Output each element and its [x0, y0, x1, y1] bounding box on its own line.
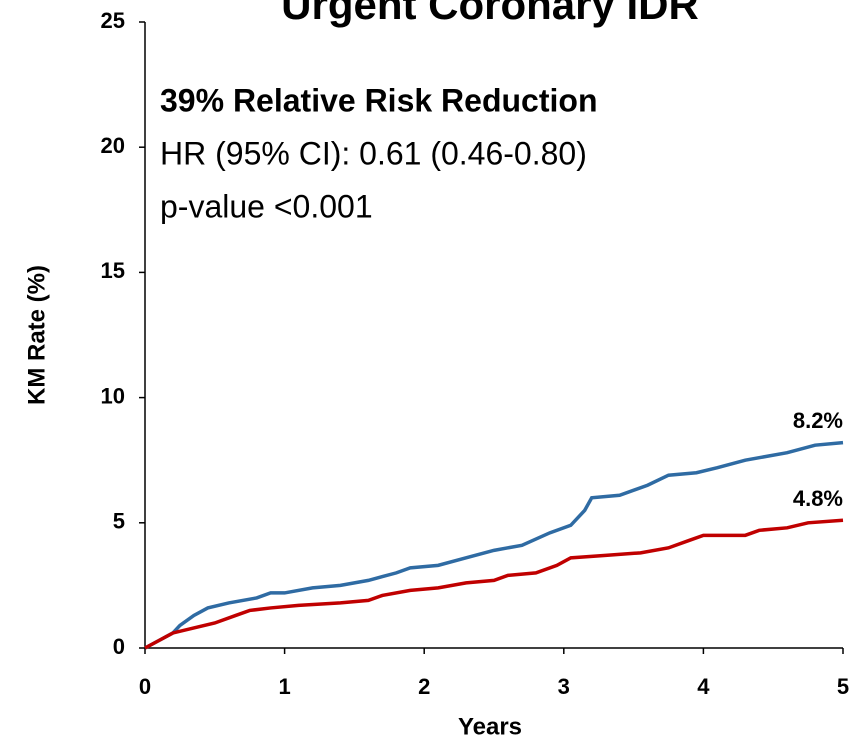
y-tick-label: 25 — [101, 8, 125, 33]
annotation: p-value <0.001 — [160, 188, 373, 224]
end-label: 4.8% — [793, 486, 843, 511]
km-curve — [144, 518, 844, 650]
y-tick-label: 5 — [113, 509, 125, 534]
x-tick-label: 3 — [558, 674, 570, 699]
x-tick-label: 4 — [697, 674, 710, 699]
annotation: 39% Relative Risk Reduction — [160, 82, 597, 118]
y-tick-label: 15 — [101, 258, 125, 283]
y-axis-label: KM Rate (%) — [23, 265, 50, 405]
x-tick-label: 0 — [139, 674, 151, 699]
x-tick-label: 2 — [418, 674, 430, 699]
x-tick-label: 1 — [278, 674, 290, 699]
chart-title: Urgent Coronary IDR — [281, 0, 699, 28]
annotation: HR (95% CI): 0.61 (0.46-0.80) — [160, 135, 587, 171]
y-tick-label: 0 — [113, 634, 125, 659]
km-curve — [144, 440, 844, 650]
y-tick-label: 10 — [101, 383, 125, 408]
x-tick-label: 5 — [837, 674, 849, 699]
y-tick-label: 20 — [101, 133, 125, 158]
x-axis-label: Years — [458, 713, 522, 740]
end-label: 8.2% — [793, 408, 843, 433]
